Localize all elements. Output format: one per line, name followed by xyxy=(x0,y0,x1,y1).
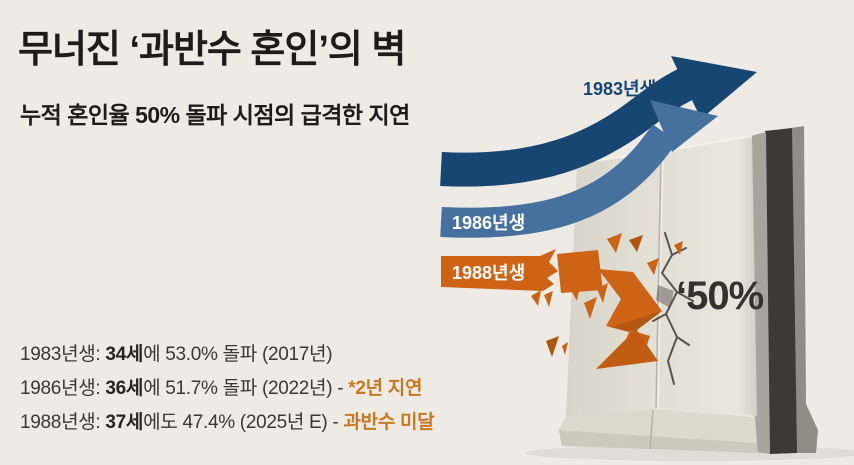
shard xyxy=(607,233,622,253)
wall-crack xyxy=(661,232,678,385)
wall-right-panel xyxy=(659,136,757,416)
wall-base-skirt-left xyxy=(559,430,650,449)
wall-crack-branch xyxy=(676,336,690,346)
arrow-1986-label: 1986년생 xyxy=(452,213,525,233)
arrow-1983-label: 1983년생 xyxy=(583,79,656,99)
page-subtitle: 누적 혼인율 50% 돌파 시점의 급격한 지연 xyxy=(20,102,410,128)
wall-crack-branch xyxy=(676,291,694,302)
wall-base-skirt-right xyxy=(650,436,758,453)
arrow-1983-head xyxy=(671,56,757,119)
stat-note: *2년 지연 xyxy=(348,378,423,399)
stat-row-1986: 1986년생: 36세에 51.7% 돌파 (2022년) - *2년 지연 xyxy=(20,372,434,406)
shard xyxy=(546,336,559,357)
wall-crack-branch xyxy=(652,313,667,322)
shard xyxy=(674,241,683,255)
shard xyxy=(647,258,659,275)
stat-age: 37세 xyxy=(105,412,144,433)
stat-cohort: 1983년생: xyxy=(20,344,106,365)
base-seam xyxy=(649,409,654,450)
arrow-1988-label: 1988년생 xyxy=(452,263,525,283)
stat-note: 과반수 미달 xyxy=(343,412,435,433)
arrow-1983-path xyxy=(440,68,694,187)
stat-detail: 에 53.0% 돌파 (2017년) xyxy=(143,344,333,365)
page-title: 무너진 ‘과반수 혼인’의 벽 xyxy=(18,29,406,71)
shard xyxy=(629,235,643,252)
shard xyxy=(571,286,580,301)
stat-detail: 에도 47.4% (2025년 E) - xyxy=(143,412,344,433)
wall-threshold-label: ‘50% xyxy=(676,274,764,318)
wall-rear-slab xyxy=(791,126,818,453)
debris-shards xyxy=(531,233,683,357)
shard xyxy=(544,291,553,307)
stat-cohort: 1986년생: xyxy=(20,378,106,399)
arrow-1986-head xyxy=(650,100,718,152)
shard xyxy=(597,283,608,303)
shard xyxy=(562,342,568,355)
arrow-1986-path xyxy=(440,124,678,238)
arrow-1988-deflect-head xyxy=(596,329,658,369)
stats-list: 1983년생: 34세에 53.0% 돌파 (2017년) 1986년생: 36… xyxy=(20,338,435,440)
panel-seam xyxy=(655,152,662,409)
wall-base-bevel-right xyxy=(650,409,757,443)
wall-base-bevel-left xyxy=(559,409,655,436)
stat-age: 36세 xyxy=(105,378,144,399)
stat-age: 34세 xyxy=(105,344,144,365)
arrow-1988-band xyxy=(441,249,558,291)
stat-row-1983: 1983년생: 34세에 53.0% 돌파 (2017년) xyxy=(20,338,434,372)
shard xyxy=(531,290,541,306)
wall-top-highlight xyxy=(663,135,753,152)
arrow-1988-band-fragment xyxy=(557,250,603,293)
wall-dark-column xyxy=(765,128,797,454)
arrow-1988-impact-shade xyxy=(612,311,662,333)
shard xyxy=(584,297,597,319)
stat-row-1988: 1988년생: 37세에도 47.4% (2025년 E) - 과반수 미달 xyxy=(20,406,435,440)
stat-detail: 에 51.7% 돌파 (2022년) - xyxy=(143,378,349,399)
stat-cohort: 1988년생: xyxy=(20,412,106,433)
impact-hole xyxy=(656,285,674,308)
